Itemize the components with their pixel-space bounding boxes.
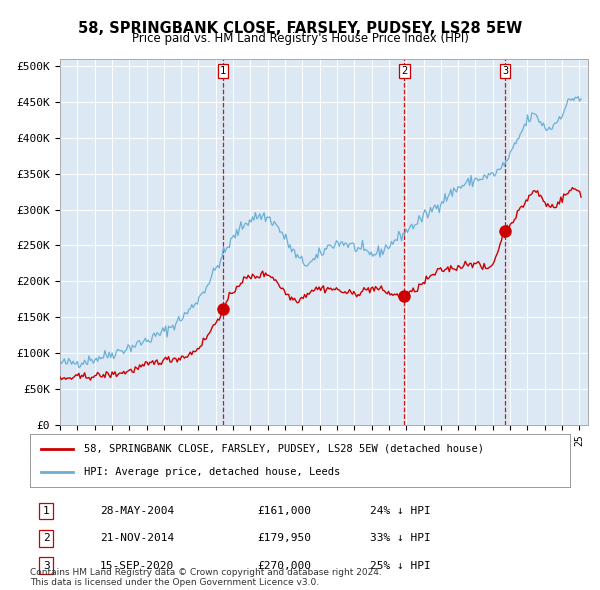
Text: Contains HM Land Registry data © Crown copyright and database right 2024.
This d: Contains HM Land Registry data © Crown c… [30, 568, 382, 587]
Text: £179,950: £179,950 [257, 533, 311, 543]
Text: 25% ↓ HPI: 25% ↓ HPI [370, 561, 431, 571]
Text: 1: 1 [43, 506, 50, 516]
Text: 58, SPRINGBANK CLOSE, FARSLEY, PUDSEY, LS28 5EW (detached house): 58, SPRINGBANK CLOSE, FARSLEY, PUDSEY, L… [84, 444, 484, 454]
Text: Price paid vs. HM Land Registry's House Price Index (HPI): Price paid vs. HM Land Registry's House … [131, 32, 469, 45]
Text: 58, SPRINGBANK CLOSE, FARSLEY, PUDSEY, LS28 5EW: 58, SPRINGBANK CLOSE, FARSLEY, PUDSEY, L… [78, 21, 522, 35]
Text: 28-MAY-2004: 28-MAY-2004 [100, 506, 175, 516]
Text: 3: 3 [43, 561, 50, 571]
Text: 2: 2 [401, 66, 407, 76]
Text: 3: 3 [502, 66, 508, 76]
Text: 1: 1 [220, 66, 226, 76]
Text: 21-NOV-2014: 21-NOV-2014 [100, 533, 175, 543]
Text: £270,000: £270,000 [257, 561, 311, 571]
Text: 2: 2 [43, 533, 50, 543]
Text: 33% ↓ HPI: 33% ↓ HPI [370, 533, 431, 543]
Text: HPI: Average price, detached house, Leeds: HPI: Average price, detached house, Leed… [84, 467, 340, 477]
Text: 24% ↓ HPI: 24% ↓ HPI [370, 506, 431, 516]
Text: 15-SEP-2020: 15-SEP-2020 [100, 561, 175, 571]
Text: £161,000: £161,000 [257, 506, 311, 516]
